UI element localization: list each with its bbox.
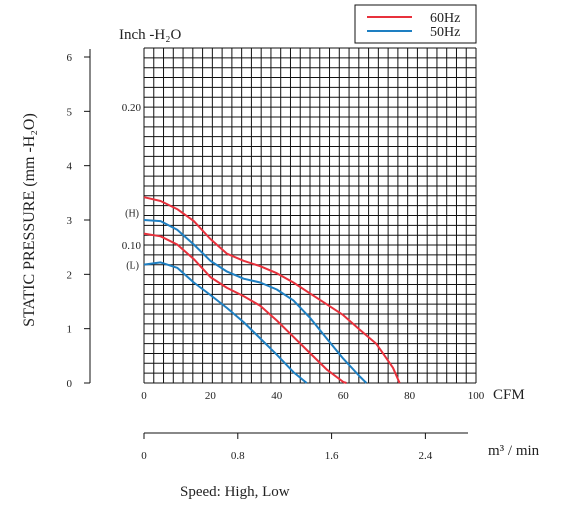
curves	[143, 196, 401, 384]
x-tick-label: 0	[141, 390, 147, 402]
speed-caption: Speed: High, Low	[180, 484, 290, 500]
labels: 0 1 2 3 4 5 6 0.20 0.10 (H) (L) 0 20 40 60 80 100 CFM 0 0.8…	[21, 27, 540, 500]
m3-tick-label: 0.8	[231, 450, 245, 462]
m3-tick-label: 2.4	[419, 450, 433, 462]
y-tick-label: 0	[67, 378, 73, 390]
speed-marker: (L)	[126, 261, 139, 272]
y-tick-label: 1	[67, 324, 73, 336]
y-tick-label: 2	[67, 269, 73, 281]
x-tick-label: 60	[338, 390, 350, 402]
y-tick-label: 5	[67, 106, 73, 118]
m3-unit-label: m³ / min	[488, 443, 540, 459]
y-tick-label: 6	[67, 52, 73, 64]
curve-60hz-low	[143, 232, 347, 384]
x-tick-label: 80	[404, 390, 416, 402]
x-axis-title: CFM	[493, 387, 525, 403]
inch-tick-label: 0.20	[122, 102, 142, 114]
inch-unit-label: Inch -H₂O	[119, 27, 181, 43]
x-tick-label: 20	[205, 390, 217, 402]
curve-50hz-low	[143, 261, 308, 384]
speed-marker: (H)	[125, 208, 139, 219]
curve-50hz-high	[143, 219, 368, 384]
y-axis-title: STATIC PRESSURE (mm -H₂O)	[21, 113, 38, 327]
y-tick-label: 4	[67, 161, 73, 173]
plot-grid	[143, 47, 477, 384]
m3-tick-label: 1.6	[325, 450, 339, 462]
axes	[84, 49, 468, 439]
y-tick-label: 3	[67, 215, 73, 227]
x-tick-label: 100	[468, 390, 485, 402]
m3-tick-label: 0	[141, 450, 147, 462]
legend-box	[354, 4, 477, 44]
legend-label-50hz: 50Hz	[430, 25, 460, 40]
legend-label-60hz: 60Hz	[430, 11, 460, 26]
inch-tick-label: 0.10	[122, 240, 142, 252]
curve-60hz-high	[143, 196, 401, 384]
x-tick-label: 40	[271, 390, 283, 402]
